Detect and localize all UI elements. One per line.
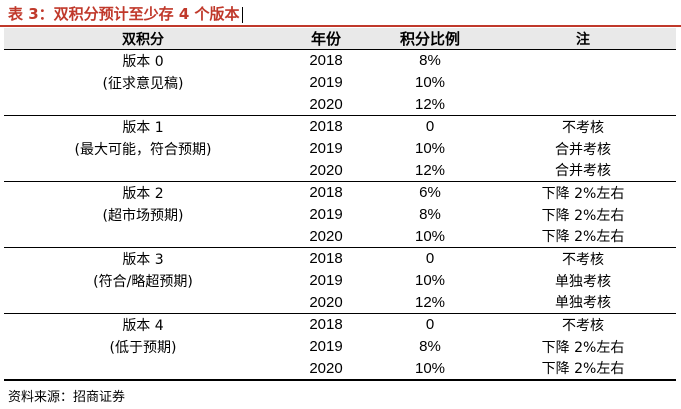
source-note: 资料来源：招商证券 (8, 390, 126, 405)
version-desc: (征求意见稿) (102, 75, 184, 92)
note-cell: 不考核 (562, 251, 604, 268)
table-row: 2020 10% 下降 2%左右 (4, 357, 676, 381)
version-name: 版本 2 (122, 185, 164, 202)
header-name: 双积分 (4, 28, 282, 50)
ratio-cell: 12% (370, 159, 490, 182)
note-cell (490, 93, 676, 116)
table-row: 2020 12% 单独考核 (4, 291, 676, 314)
version-table: 双积分 年份 积分比例 注 版本 0 2018 8% (征求意见稿) 2019 … (4, 28, 676, 381)
ratio-cell: 0 (425, 250, 435, 268)
ratio-cell: 12% (370, 93, 490, 116)
year-cell: 2018 (309, 118, 343, 136)
table-row: (最大可能，符合预期) 2019 10% 合并考核 (4, 138, 676, 160)
note-cell: 合并考核 (490, 159, 676, 182)
table-row: 版本 3 2018 0 不考核 (4, 248, 676, 270)
note-cell: 下降 2%左右 (541, 339, 625, 356)
ratio-cell: 0 (425, 316, 435, 334)
ratio-cell: 10% (370, 357, 490, 381)
ratio-cell: 10% (414, 272, 446, 289)
table-row: 2020 10% 下降 2%左右 (4, 225, 676, 248)
version-desc: (低于预期) (109, 339, 177, 356)
ratio-cell: 0 (425, 118, 435, 136)
note-cell: 不考核 (562, 119, 604, 136)
version-name: 版本 1 (122, 119, 164, 136)
year-cell: 2020 (282, 291, 370, 314)
note-cell (490, 72, 676, 94)
year-cell: 2019 (309, 74, 343, 91)
ratio-cell: 10% (414, 140, 446, 157)
version-name: 版本 3 (122, 251, 164, 268)
ratio-cell: 12% (370, 291, 490, 314)
table-row: (超市场预期) 2019 8% 下降 2%左右 (4, 204, 676, 226)
year-cell: 2019 (309, 272, 343, 289)
year-cell: 2020 (282, 159, 370, 182)
header-note: 注 (490, 28, 676, 50)
table-row: 2020 12% 合并考核 (4, 159, 676, 182)
ratio-cell: 10% (370, 225, 490, 248)
year-cell: 2018 (309, 52, 343, 70)
table-row: 版本 2 2018 6% 下降 2%左右 (4, 182, 676, 204)
ratio-cell: 10% (414, 74, 446, 91)
table-row: 版本 4 2018 0 不考核 (4, 314, 676, 336)
table-row: 版本 0 2018 8% (4, 50, 676, 72)
year-cell: 2018 (309, 184, 343, 202)
text-cursor (241, 6, 243, 23)
year-cell: 2020 (282, 357, 370, 381)
note-cell: 单独考核 (555, 273, 611, 290)
table-row: 版本 1 2018 0 不考核 (4, 116, 676, 138)
table-row: (低于预期) 2019 8% 下降 2%左右 (4, 336, 676, 358)
ratio-cell: 8% (419, 338, 441, 355)
table-body: 版本 0 2018 8% (征求意见稿) 2019 10% 2020 12% 版… (4, 50, 676, 381)
table-row: (征求意见稿) 2019 10% (4, 72, 676, 94)
note-cell: 不考核 (562, 317, 604, 334)
year-cell: 2019 (309, 140, 343, 157)
year-cell: 2019 (309, 338, 343, 355)
note-cell: 下降 2%左右 (490, 357, 676, 381)
note-cell: 下降 2%左右 (541, 185, 625, 202)
header-row: 双积分 年份 积分比例 注 (4, 28, 676, 50)
year-cell: 2020 (282, 225, 370, 248)
year-cell: 2019 (309, 206, 343, 223)
note-cell (490, 50, 676, 72)
table-row: (符合/略超预期) 2019 10% 单独考核 (4, 270, 676, 292)
note-cell: 下降 2%左右 (490, 225, 676, 248)
year-cell: 2018 (309, 250, 343, 268)
table-row: 2020 12% (4, 93, 676, 116)
version-name: 版本 4 (122, 317, 164, 334)
version-name: 版本 0 (122, 53, 164, 70)
ratio-cell: 8% (419, 52, 441, 70)
note-cell: 合并考核 (555, 141, 611, 158)
header-year: 年份 (282, 28, 370, 50)
note-cell: 单独考核 (490, 291, 676, 314)
version-desc: (最大可能，符合预期) (74, 141, 212, 158)
table-title: 表 3：双积分预计至少存 4 个版本 (8, 3, 243, 25)
ratio-cell: 8% (419, 206, 441, 223)
ratio-cell: 6% (419, 184, 441, 202)
header-ratio: 积分比例 (370, 28, 490, 50)
version-desc: (符合/略超预期) (93, 273, 193, 290)
note-cell: 下降 2%左右 (541, 207, 625, 224)
year-cell: 2018 (309, 316, 343, 334)
year-cell: 2020 (282, 93, 370, 116)
title-underline (0, 25, 681, 27)
version-desc: (超市场预期) (102, 207, 184, 224)
